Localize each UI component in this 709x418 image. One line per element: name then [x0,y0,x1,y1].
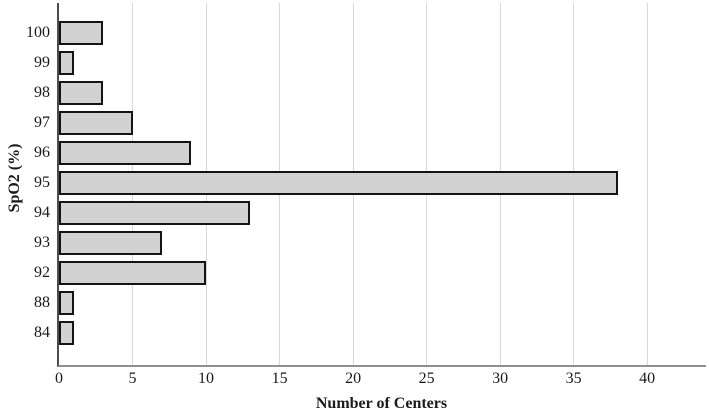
y-tick-label: 100 [26,24,50,41]
x-tick-label: 15 [271,370,288,387]
gridline [646,3,648,365]
bar-row: 93 [34,228,706,258]
bar-row: 94 [34,198,706,228]
bar-row: 96 [34,138,706,168]
bar-row: 95 [34,168,706,198]
y-tick-label: 94 [34,204,50,221]
bar [59,201,251,225]
bar [59,81,104,105]
y-tick-label: 84 [34,324,50,341]
x-tick-label: 40 [639,370,656,387]
y-tick-label: 99 [34,54,50,71]
bar [59,171,618,195]
y-tick-label: 98 [34,84,50,101]
x-axis-ticks: 0 5 10 15 20 25 30 35 40 [55,370,706,390]
x-axis-title: Number of Centers [315,395,448,412]
y-tick-label: 88 [34,294,50,311]
bar [59,21,104,45]
x-tick-label: 35 [565,370,582,387]
bar-row: 98 [34,78,706,108]
bar-row: 88 [34,288,706,318]
bar-row: 100 [26,18,706,48]
y-axis-title-text: SpO2 (%) [6,143,23,213]
y-tick-label: 96 [34,144,50,161]
bar [59,111,133,135]
bar [59,321,74,345]
bar-row: 92 [34,258,706,288]
x-tick-label: 0 [55,370,63,387]
x-tick-label: 20 [345,370,362,387]
bar-row: 97 [34,108,706,138]
bar [59,291,74,315]
bar [59,261,207,285]
bar [59,141,192,165]
y-tick-label: 95 [34,174,50,191]
x-tick-label: 10 [198,370,215,387]
bar [59,231,162,255]
bar-row: 84 [34,318,706,348]
x-tick-label: 5 [128,370,137,387]
plot-area: 100 99 98 97 96 95 94 93 92 88 84 [26,3,706,367]
y-tick-label: 93 [34,234,50,251]
x-tick-label: 30 [492,370,509,387]
bar [59,51,74,75]
y-tick-label: 97 [34,114,50,131]
bar-row: 99 [34,48,706,78]
y-tick-label: 92 [34,264,50,281]
x-tick-label: 25 [418,370,435,387]
